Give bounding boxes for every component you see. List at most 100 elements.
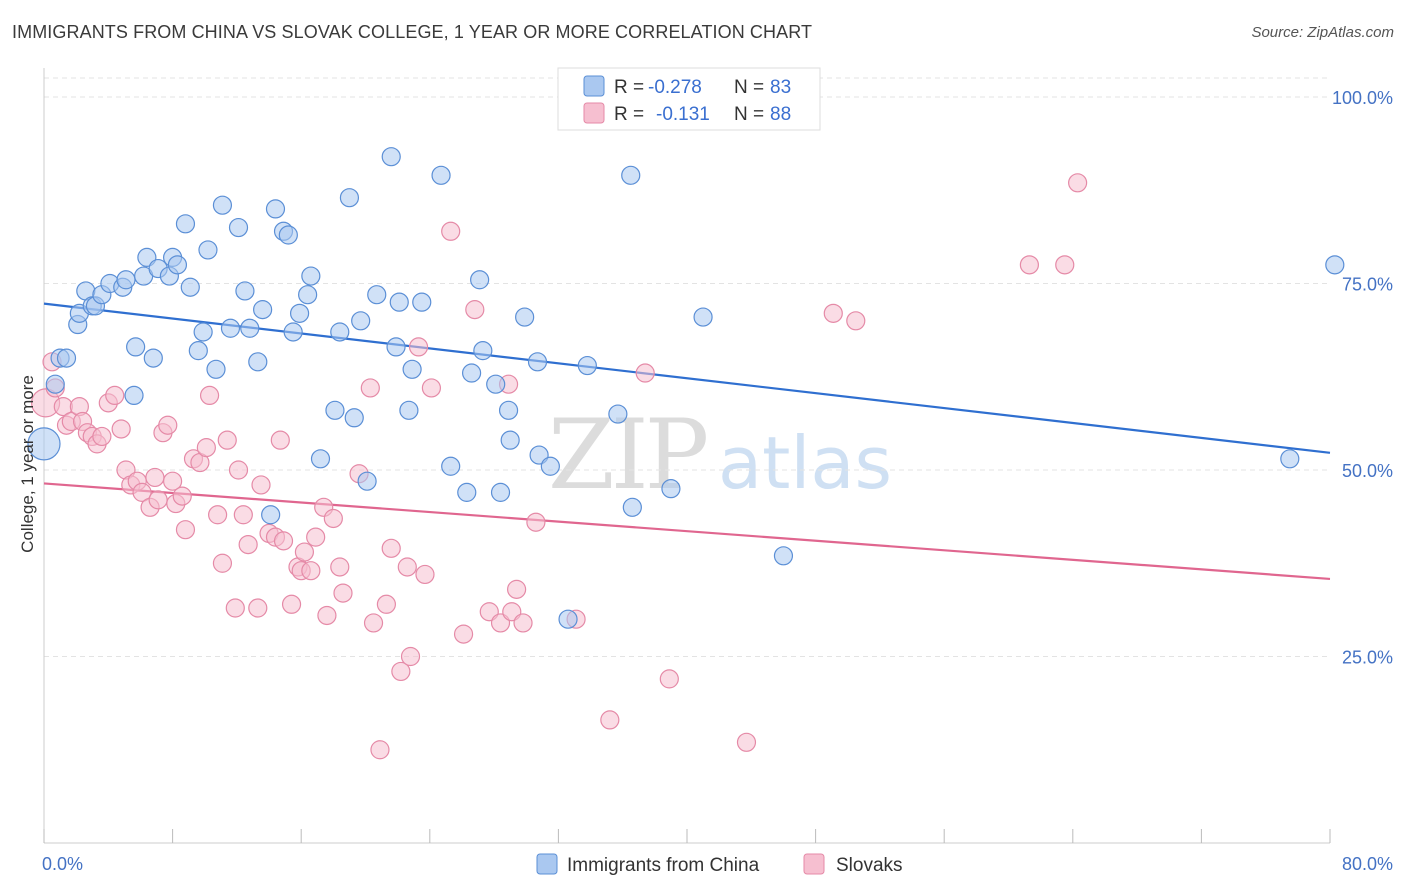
point-china [180,277,200,297]
point-china [500,430,520,450]
point-slovaks [111,419,131,439]
point-china [389,292,409,312]
legend-r-value-china: -0.278 [648,77,702,98]
point-china [167,255,188,275]
point-slovaks [333,583,353,603]
series-legend: Immigrants from China Slovaks [536,853,903,876]
point-china [558,609,578,629]
series-slovaks [31,173,1088,760]
y-tick-label: 75.0% [1342,275,1393,295]
point-china [577,355,597,376]
point-china [621,165,641,185]
point-slovaks [306,527,326,547]
point-slovaks [105,385,125,405]
series-china [27,147,1345,629]
point-china [220,318,241,338]
point-china [193,322,213,342]
point-slovaks [441,221,461,241]
legend-n-label-slovaks: N = [734,104,764,125]
point-slovaks [635,363,655,383]
point-slovaks [823,303,843,323]
point-china [773,546,794,566]
point-slovaks [148,490,168,510]
point-slovaks [145,467,165,488]
point-china [283,322,303,342]
point-china [261,505,281,525]
chart-title: IMMIGRANTS FROM CHINA VS SLOVAK COLLEGE,… [12,22,813,42]
point-slovaks [363,613,384,633]
legend-n-label-china: N = [734,77,764,98]
point-china [402,359,422,379]
bottom-legend-label-slovaks: Slovaks [836,855,903,876]
point-slovaks [513,613,533,633]
point-china [386,337,406,357]
point-slovaks [238,534,258,555]
point-slovaks [391,661,411,682]
point-china [143,348,163,368]
point-china [325,400,345,420]
legend-swatch-china [583,75,605,97]
bottom-legend-label-china: Immigrants from China [567,855,760,876]
point-slovaks [175,520,196,540]
point-slovaks [415,564,435,585]
point-china [490,482,511,502]
tick-labels: 25.0% 50.0% 75.0% 100.0% 0.0% 80.0% [42,88,1393,874]
point-china [457,482,477,502]
point-china [527,352,548,372]
point-slovaks [330,557,350,577]
bottom-legend-swatch-slovaks [803,853,825,875]
point-china [486,374,506,394]
legend-n-value-china: 83 [770,77,791,98]
point-slovaks [251,475,271,495]
point-slovaks [507,579,527,599]
point-china [473,341,493,361]
point-slovaks [225,598,245,618]
point-china [253,300,273,320]
grid [44,77,1330,657]
point-china [515,307,535,327]
bottom-legend-swatch-china [536,853,558,875]
point-china [1325,255,1345,275]
point-china [498,400,519,420]
point-slovaks [217,430,237,450]
point-china [381,147,401,167]
point-slovaks [381,538,401,558]
point-china [441,456,461,476]
point-china [27,427,61,461]
point-slovaks [132,482,152,502]
y-tick-label: 50.0% [1342,461,1393,481]
point-slovaks [92,426,112,447]
point-slovaks [736,732,757,752]
point-china [357,471,377,491]
watermark-atlas: atlas [718,421,892,505]
legend-r-value-slovaks: -0.131 [656,104,710,125]
x-tick-label-min: 0.0% [42,854,83,874]
point-slovaks [208,505,228,525]
point-china [330,322,350,342]
point-slovaks [659,669,679,689]
point-slovaks [370,740,390,760]
point-china [339,188,360,208]
point-china [188,341,208,361]
point-slovaks [376,594,396,614]
point-china [661,479,681,499]
point-slovaks [301,561,321,581]
point-china [298,285,318,305]
point-china [265,199,286,219]
point-china [206,359,226,379]
point-slovaks [323,508,343,529]
point-china [367,285,387,305]
point-slovaks [421,378,442,398]
point-china [248,352,268,372]
point-slovaks [453,624,474,644]
point-china [228,217,249,238]
point-slovaks [273,531,294,551]
point-china [175,214,196,234]
point-slovaks [465,300,485,320]
point-slovaks [400,646,421,667]
point-slovaks [196,438,216,458]
point-slovaks [317,605,337,626]
point-china [344,408,364,428]
point-slovaks [294,542,315,562]
